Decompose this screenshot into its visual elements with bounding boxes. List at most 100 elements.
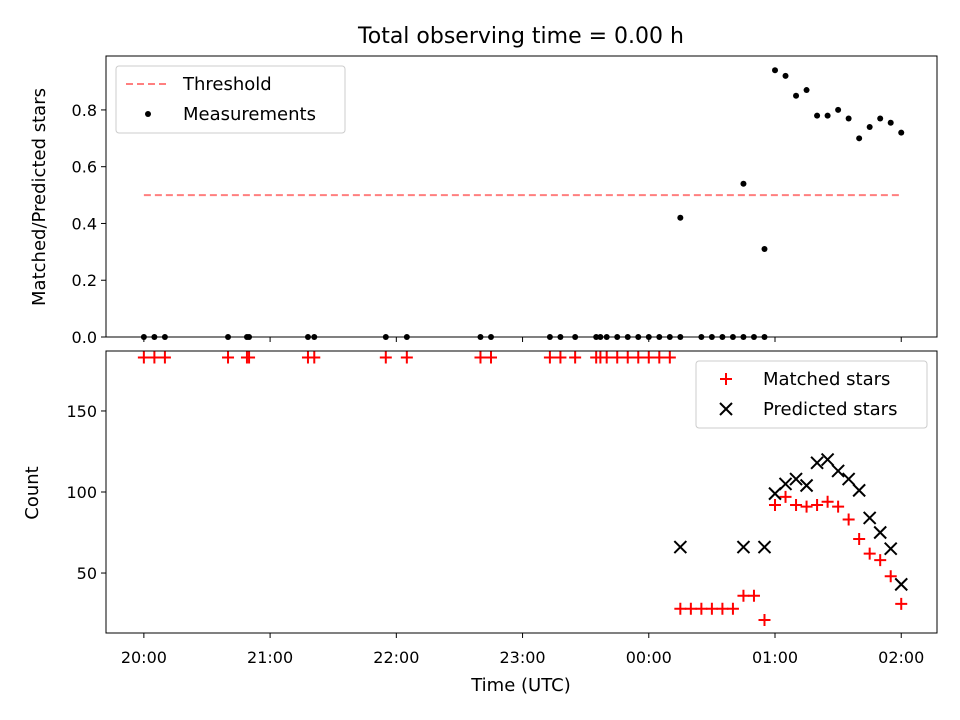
matched-star-point <box>663 351 676 364</box>
measurement-point <box>593 334 600 340</box>
measurement-point <box>403 334 410 340</box>
measurement-point <box>225 334 232 340</box>
measurement-point <box>740 334 747 340</box>
matched-star-point <box>554 351 567 364</box>
matched-star-point <box>674 602 687 615</box>
matched-star-point <box>832 500 845 513</box>
matched-star-point <box>611 351 624 364</box>
matched-star-point <box>853 533 866 545</box>
measurement-point <box>666 334 673 340</box>
measurement-point <box>898 129 905 136</box>
measurement-point <box>487 334 494 340</box>
predicted-star-point <box>789 472 803 486</box>
measurement-point <box>161 334 168 340</box>
predicted-star-point <box>810 456 824 470</box>
matched-star-point <box>705 602 718 615</box>
measurement-point <box>708 334 715 340</box>
measurement-point <box>151 334 158 340</box>
measurement-point <box>304 334 311 340</box>
matched-star-point <box>758 614 771 627</box>
matched-star-point <box>769 498 782 511</box>
matched-star-point <box>621 351 634 364</box>
matched-star-point <box>137 351 150 364</box>
measurement-point <box>246 334 253 340</box>
measurement-point <box>729 334 736 340</box>
bottom-xtick-label: 01:00 <box>752 648 798 667</box>
predicted-star-point <box>778 477 793 491</box>
measurement-point <box>835 106 842 113</box>
top-ytick-label: 0.4 <box>72 214 97 233</box>
matched-star-point <box>884 570 897 583</box>
measurement-point <box>677 334 684 340</box>
measurement-point <box>614 334 621 340</box>
measurement-point <box>793 92 800 99</box>
top-ytick-label: 0.8 <box>72 101 97 120</box>
matched-star-point <box>695 602 708 615</box>
predicted-star-point <box>736 540 751 554</box>
matched-legend-label: Matched stars <box>763 369 890 390</box>
matched-star-point <box>779 490 792 503</box>
predicted-star-point <box>820 452 835 467</box>
matched-star-point <box>632 351 645 364</box>
measurement-point <box>546 334 553 340</box>
top-legend-frame <box>115 65 346 134</box>
predicted-star-point <box>884 542 898 556</box>
bottom-xtick-label: 20:00 <box>121 648 167 667</box>
measurement-point <box>603 334 610 340</box>
measurement-point <box>761 246 768 253</box>
top-ytick-label: 0.0 <box>72 328 97 347</box>
matched-star-point <box>222 351 235 364</box>
bottom-xtick-label: 00:00 <box>626 648 672 667</box>
measurements-legend-label: Measurements <box>183 104 316 125</box>
matched-star-point <box>790 498 803 511</box>
matched-star-point <box>800 500 813 513</box>
top-ytick-label: 0.6 <box>72 158 97 177</box>
matched-star-point <box>379 351 392 364</box>
measurement-point <box>477 334 484 340</box>
bottom-xtick-label: 22:00 <box>373 648 419 667</box>
measurement-point <box>645 334 652 340</box>
matched-star-point <box>863 547 876 560</box>
matched-star-point <box>895 597 908 610</box>
measurement-point <box>624 334 631 340</box>
matched-star-point <box>874 554 887 567</box>
matched-legend-swatch <box>720 373 732 385</box>
matched-star-point <box>474 351 487 364</box>
predicted-star-point <box>852 483 866 498</box>
bottom-xtick-label: 23:00 <box>499 648 545 667</box>
measurement-point <box>782 72 789 79</box>
top-chart-ylabel: Matched/Predicted stars <box>29 88 50 306</box>
bottom-ytick-label: 150 <box>66 402 97 421</box>
predicted-star-point <box>873 525 887 540</box>
top-chart-title: Total observing time = 0.00 h <box>357 24 684 49</box>
predicted-star-point <box>757 540 772 554</box>
matched-star-point <box>484 351 497 364</box>
predicted-star-point <box>673 540 688 554</box>
top-plot-frame <box>105 55 938 338</box>
bottom-ytick-label: 50 <box>77 564 97 583</box>
measurement-point <box>750 334 757 340</box>
matched-star-point <box>726 602 739 615</box>
measurement-point <box>856 135 863 142</box>
measurement-point <box>887 119 894 126</box>
measurement-point <box>740 180 747 187</box>
matched-star-point <box>684 602 697 615</box>
bottom-legend: Matched stars Predicted stars <box>695 360 928 429</box>
measurement-point <box>719 334 726 340</box>
bottom-ytick-label: 100 <box>66 483 97 502</box>
matched-star-point <box>400 351 413 364</box>
measurement-point <box>698 334 705 340</box>
measurement-point <box>557 334 564 340</box>
predicted-legend-swatch <box>719 402 733 416</box>
predicted-star-point <box>894 577 908 592</box>
measurement-point <box>382 334 389 340</box>
predicted-star-point <box>841 472 856 486</box>
measurement-point <box>572 334 579 340</box>
bottom-xtick-label: 02:00 <box>878 648 924 667</box>
measurement-point <box>635 334 642 340</box>
bottom-legend-frame <box>695 360 928 429</box>
matched-star-point <box>600 351 613 364</box>
matched-star-point <box>158 351 171 364</box>
measurement-point <box>866 123 873 130</box>
